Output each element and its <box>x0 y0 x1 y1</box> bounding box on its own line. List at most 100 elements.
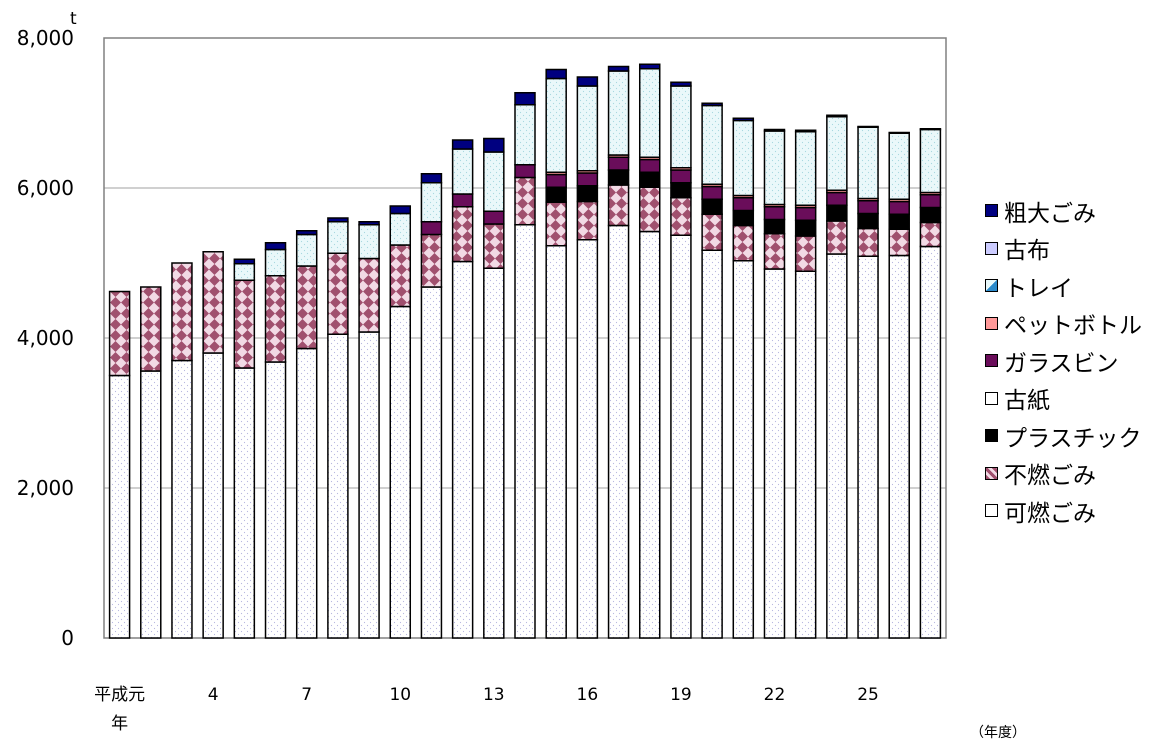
bar-segment <box>670 234 692 639</box>
bar-segment <box>545 245 567 639</box>
bar-stack <box>732 117 755 639</box>
bar-segment <box>638 186 661 233</box>
legend-swatch <box>985 241 998 255</box>
bar-segment <box>483 267 505 639</box>
bar-segment <box>638 63 661 70</box>
bar-segment <box>483 223 505 269</box>
bar-segment <box>233 367 256 639</box>
bar-stack <box>327 217 349 639</box>
bar-segment <box>514 224 536 639</box>
bar-stack <box>108 290 131 639</box>
bar-segment <box>545 68 567 80</box>
bar-stack <box>701 102 723 639</box>
bar-segment <box>826 191 848 206</box>
y-axis-unit-label: t <box>70 9 77 29</box>
legend-label: 粗大ごみ <box>1004 200 1096 227</box>
bar-stack <box>607 65 630 639</box>
bar-segment <box>108 374 131 639</box>
bar-segment <box>576 76 599 87</box>
bar-segment <box>576 85 599 172</box>
x-tick-label: 7 <box>301 685 312 705</box>
legend-label: ガラスビン <box>1004 350 1119 377</box>
x-axis-unit-label: （年度） <box>970 725 1026 741</box>
bar-segment <box>638 68 661 158</box>
bar-segment <box>701 104 723 185</box>
legend-item: 可燃ごみ <box>985 492 1142 530</box>
legend-label: 古布 <box>1004 238 1050 265</box>
bar-segment <box>919 194 942 209</box>
bar-segment <box>264 242 287 251</box>
bar-segment <box>732 209 755 227</box>
bar-segment <box>451 139 474 150</box>
x-tick-label: 4 <box>208 685 219 705</box>
bar-segment <box>358 331 380 639</box>
bar-stack <box>233 258 256 639</box>
legend: 粗大ごみ 古布 トレイ ペットボトル ガラスビン 古紙 プラスチック 不燃ごみ 可燃ごみ <box>985 192 1142 530</box>
legend-label: 古紙 <box>1004 388 1050 415</box>
bar-segment <box>794 206 817 221</box>
bar-stack <box>919 128 942 639</box>
bar-segment <box>732 260 755 639</box>
bar-segment <box>607 184 630 227</box>
bar-segment <box>763 130 786 206</box>
bar-segment <box>108 290 131 377</box>
x-tick-label: 10 <box>389 685 411 705</box>
bar-stack <box>171 262 193 639</box>
x-tick-label: 平成元 <box>94 685 145 705</box>
y-axis-tick-labels: 0 2,000 4,000 6,000 8,000 <box>17 26 74 650</box>
legend-swatch <box>985 391 998 405</box>
bar-segment <box>483 151 505 212</box>
bar-segment <box>140 286 162 372</box>
bar-segment <box>327 217 349 223</box>
bar-segment <box>888 213 910 230</box>
bar-segment <box>295 233 318 267</box>
bar-segment <box>264 361 287 639</box>
bar-stack <box>451 139 474 639</box>
legend-swatch <box>985 504 998 518</box>
bar-segment <box>327 221 349 254</box>
bar-stack <box>295 230 318 639</box>
bar-stack <box>140 286 162 639</box>
bar-segment <box>826 220 848 255</box>
bar-segment <box>794 131 817 206</box>
x-tick-label: 22 <box>764 685 786 705</box>
bar-segment <box>514 164 536 179</box>
x-tick-label: 16 <box>577 685 599 705</box>
bar-segment <box>420 182 443 223</box>
bar-segment <box>389 305 412 639</box>
bar-stack <box>794 129 817 639</box>
bar-segment <box>701 102 723 107</box>
bar-segment <box>607 156 630 171</box>
bar-segment <box>389 244 412 308</box>
bar-segment <box>607 169 630 186</box>
bar-segment <box>919 221 942 248</box>
legend-swatch <box>985 354 998 368</box>
bar-segment <box>514 92 536 106</box>
bar-segment <box>420 173 443 184</box>
bar-segment <box>888 132 910 200</box>
bar-segment <box>451 148 474 195</box>
bar-stack <box>763 128 786 639</box>
bar-segment <box>732 119 755 197</box>
bar-segment <box>826 116 848 191</box>
bar-segment <box>763 233 786 270</box>
legend-item: 不燃ごみ <box>985 455 1142 493</box>
bar-segment <box>857 255 879 639</box>
legend-item: ペットボトル <box>985 305 1142 343</box>
bar-segment <box>763 128 786 132</box>
bar-segment <box>514 176 536 226</box>
bar-segment <box>763 218 786 235</box>
bar-segment <box>545 173 567 188</box>
bar-segment <box>794 219 817 237</box>
legend-label: トレイ <box>1004 275 1073 302</box>
legend-item: トレイ <box>985 267 1142 305</box>
bar-segment <box>576 172 599 187</box>
bar-segment <box>264 248 287 277</box>
x-tick-label: 13 <box>483 685 505 705</box>
bar-segment <box>670 85 692 169</box>
bar-segment <box>295 347 318 639</box>
bar-segment <box>670 81 692 87</box>
bar-segment <box>888 200 910 215</box>
bar-segment <box>701 213 723 251</box>
